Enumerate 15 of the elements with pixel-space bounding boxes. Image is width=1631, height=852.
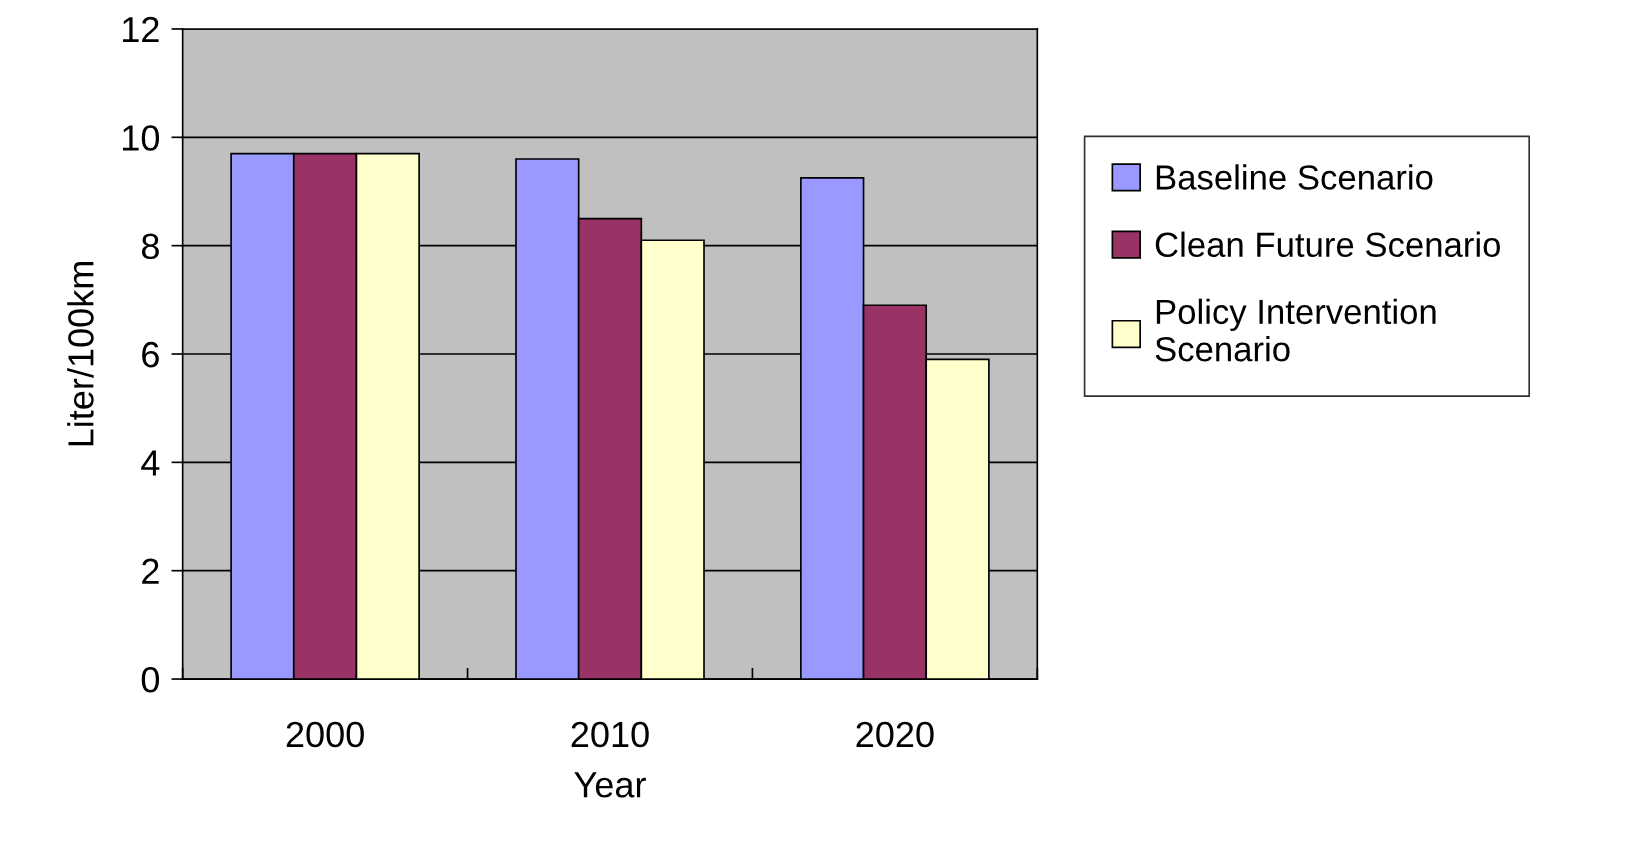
- y-tick-label: 0: [141, 666, 160, 693]
- x-tick-label: 2020: [856, 721, 934, 748]
- x-tick-label: 2010: [571, 721, 649, 748]
- y-tick-label: 10: [123, 125, 160, 151]
- legend-label: Baseline Scenario: [1156, 164, 1433, 190]
- y-tick-label: 4: [141, 450, 160, 476]
- y-axis-title: Liter/100km: [67, 262, 94, 446]
- y-tick-label: 6: [142, 341, 159, 368]
- legend-label: Policy Intervention Scenario: [1155, 298, 1436, 362]
- x-tick-label: 2000: [286, 721, 364, 748]
- y-tick-label: 8: [141, 233, 159, 260]
- y-tick-label: 12: [123, 16, 159, 43]
- y-tick-label: 2: [142, 558, 159, 584]
- legend-label: Clean Future Scenario: [1155, 231, 1500, 258]
- x-axis-title: Year: [574, 772, 646, 798]
